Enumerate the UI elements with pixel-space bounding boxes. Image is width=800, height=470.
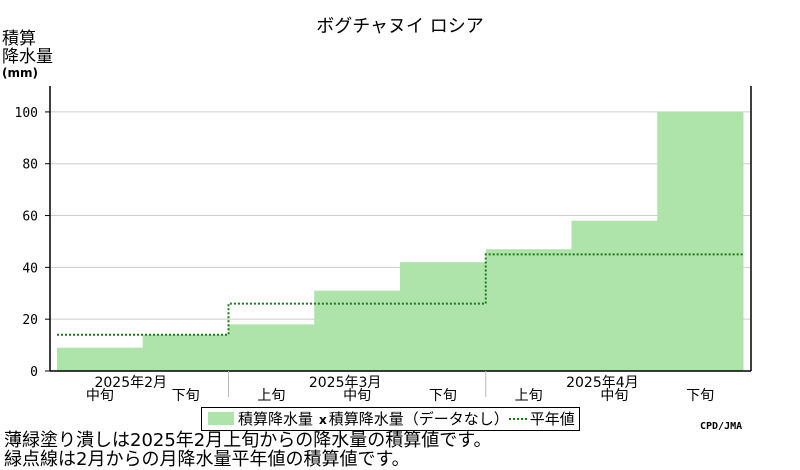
legend-dotted-label: 平年値	[529, 410, 575, 428]
y-tick-20: 20	[22, 313, 38, 328]
legend-fill-swatch	[208, 412, 234, 425]
bar-0	[57, 347, 144, 371]
legend-x-marker: x	[319, 413, 327, 427]
x-tick-0: 中旬	[86, 388, 114, 404]
y-tick-labels: 0 20 40 60 80 100	[15, 106, 38, 380]
accumulated-precip-area	[57, 111, 744, 371]
legend-fill-label: 積算降水量	[238, 410, 314, 428]
chart-title: ボグチャヌイ ロシア	[316, 16, 484, 37]
note-dotted: 緑点線は2月からの月降水量平年値の積算値です。	[4, 449, 410, 470]
bar-4	[400, 262, 487, 371]
x-tick-2: 上旬	[257, 388, 285, 404]
x-tick-6: 中旬	[600, 388, 628, 404]
legend-x-label: 積算降水量（データなし）	[328, 410, 509, 428]
bar-6	[571, 220, 658, 371]
y-tick-100: 100	[15, 106, 38, 121]
x-month-0: 2025年2月	[94, 375, 167, 391]
x-tick-5: 上旬	[515, 388, 543, 404]
y-tick-40: 40	[22, 261, 38, 276]
x-tick-labels: 中旬 下旬 上旬 中旬 下旬 上旬 中旬 下旬 2025年2月 2025年3月 2025年4月	[86, 375, 714, 404]
y-tick-80: 80	[22, 158, 38, 173]
y-axis-label-line1: 積算	[2, 29, 36, 49]
axes	[45, 86, 752, 397]
bar-5	[485, 249, 572, 371]
y-tick-0: 0	[30, 365, 38, 380]
legend-dotted-swatch	[508, 418, 527, 420]
x-month-1: 2025年3月	[309, 375, 382, 391]
note-fill: 薄緑塗り潰しは2025年2月上旬からの降水量の積算値です。	[4, 430, 492, 451]
x-tick-3: 中旬	[343, 388, 371, 404]
y-axis-label-line2: 降水量	[2, 47, 53, 67]
bar-1	[142, 334, 229, 371]
x-tick-7: 下旬	[686, 388, 714, 404]
legend: 積算降水量 x 積算降水量（データなし） 平年値	[201, 407, 580, 431]
y-axis-unit: (mm)	[2, 66, 38, 80]
y-axis-label: 積算 降水量 (mm)	[2, 30, 53, 80]
x-tick-4: 下旬	[429, 388, 457, 404]
credit-text: CPD/JMA	[700, 421, 743, 432]
y-tick-60: 60	[22, 210, 38, 225]
x-month-2: 2025年4月	[566, 375, 639, 391]
x-tick-1: 下旬	[172, 388, 200, 404]
bar-2	[228, 324, 315, 371]
bar-7	[657, 111, 744, 371]
